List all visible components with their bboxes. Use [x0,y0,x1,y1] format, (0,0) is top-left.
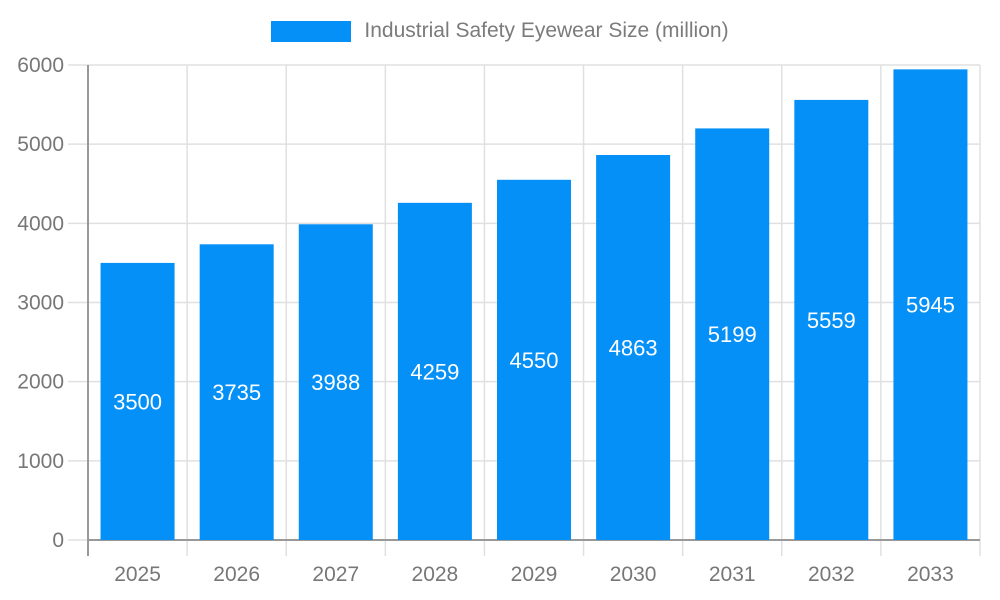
x-tick-label: 2027 [312,563,359,586]
bar-2032 [794,99,869,540]
bar-value-label: 3735 [212,380,261,405]
bar-value-label: 4550 [510,348,559,373]
y-tick-label: 4000 [17,212,64,235]
chart-legend[interactable]: Industrial Safety Eyewear Size (million) [0,19,1000,43]
x-tick-label: 2028 [412,563,459,586]
bar-2033 [893,69,968,541]
bar-2026 [199,244,274,540]
x-tick-label: 2029 [511,563,558,586]
x-tick-label: 2025 [114,563,161,586]
x-tick-label: 2031 [709,563,756,586]
y-tick-label: 2000 [17,371,64,394]
bar-2028 [397,202,472,540]
x-tick-label: 2032 [808,563,855,586]
y-tick-label: 3000 [17,292,64,315]
bar-value-label: 5945 [906,293,955,318]
bar-value-label: 4259 [410,359,459,384]
legend-label: Industrial Safety Eyewear Size (million) [364,19,729,42]
bar-value-label: 3988 [311,370,360,395]
bar-value-label: 5199 [708,322,757,347]
x-tick-label: 2026 [213,563,260,586]
bar-value-label: 3500 [113,389,162,414]
y-tick-label: 0 [52,529,64,552]
bar-2025 [100,262,175,540]
bar-2027 [298,224,373,541]
x-tick-label: 2030 [610,563,657,586]
bar-2030 [596,155,671,540]
bar-value-label: 4863 [609,336,658,361]
legend-swatch[interactable] [271,20,352,42]
bar-2029 [497,179,571,540]
bar-2031 [695,128,770,540]
bar-value-label: 5559 [807,308,856,333]
y-tick-label: 5000 [17,133,64,156]
y-tick-label: 6000 [17,54,64,77]
x-tick-label: 2033 [907,563,954,586]
y-tick-label: 1000 [17,450,64,473]
